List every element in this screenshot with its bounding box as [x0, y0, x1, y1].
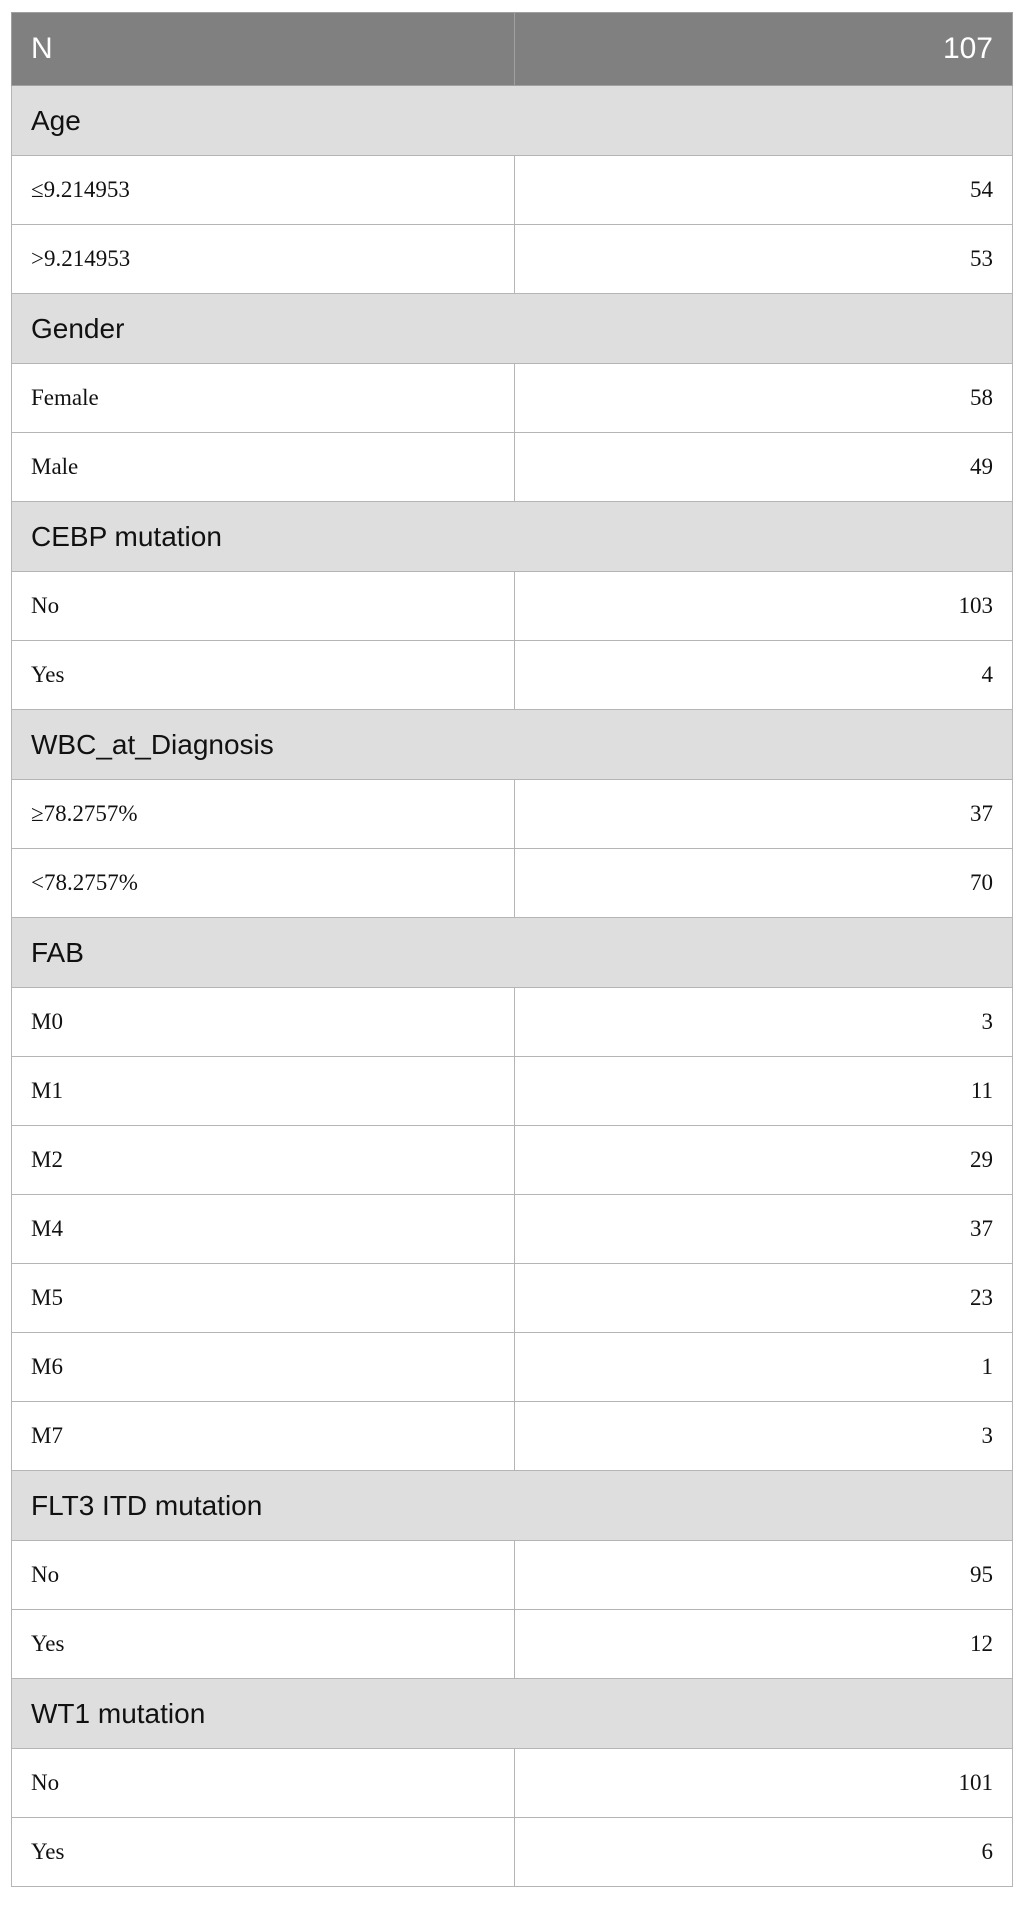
row-value: 95 — [514, 1540, 1013, 1610]
table-row: No 103 — [11, 571, 1013, 641]
table-row: M7 3 — [11, 1401, 1013, 1471]
row-value: 70 — [514, 848, 1013, 918]
row-value: 53 — [514, 224, 1013, 294]
group-row: Gender — [11, 293, 1013, 364]
row-label: No — [11, 1540, 515, 1610]
row-value: 101 — [514, 1748, 1013, 1818]
table-row: No 95 — [11, 1540, 1013, 1610]
table-row: <78.2757% 70 — [11, 848, 1013, 918]
group-title: WT1 mutation — [11, 1678, 1013, 1749]
group-row: FLT3 ITD mutation — [11, 1470, 1013, 1541]
row-label: M4 — [11, 1194, 515, 1264]
row-value: 58 — [514, 363, 1013, 433]
summary-table: N 107 Age ≤9.214953 54 >9.214953 53 Gender Fem… — [11, 12, 1013, 1887]
row-label: Yes — [11, 640, 515, 710]
row-label: No — [11, 1748, 515, 1818]
table-row: Female 58 — [11, 363, 1013, 433]
row-label: No — [11, 571, 515, 641]
row-value: 3 — [514, 1401, 1013, 1471]
header-row: N 107 — [11, 12, 1013, 86]
group-title: Gender — [11, 293, 1013, 364]
group-title: CEBP mutation — [11, 501, 1013, 572]
table-row: M1 11 — [11, 1056, 1013, 1126]
table-row: M2 29 — [11, 1125, 1013, 1195]
group-row: Age — [11, 85, 1013, 156]
table-row: ≤9.214953 54 — [11, 155, 1013, 225]
row-label: M2 — [11, 1125, 515, 1195]
group-row: WT1 mutation — [11, 1678, 1013, 1749]
row-value: 37 — [514, 779, 1013, 849]
row-value: 37 — [514, 1194, 1013, 1264]
row-value: 11 — [514, 1056, 1013, 1126]
row-value: 12 — [514, 1609, 1013, 1679]
row-label: Yes — [11, 1609, 515, 1679]
table-row: M4 37 — [11, 1194, 1013, 1264]
group-row: FAB — [11, 917, 1013, 988]
row-value: 54 — [514, 155, 1013, 225]
row-label: Yes — [11, 1817, 515, 1887]
table-row: M6 1 — [11, 1332, 1013, 1402]
row-value: 1 — [514, 1332, 1013, 1402]
row-value: 6 — [514, 1817, 1013, 1887]
row-value: 49 — [514, 432, 1013, 502]
row-value: 23 — [514, 1263, 1013, 1333]
table-row: >9.214953 53 — [11, 224, 1013, 294]
row-label: M0 — [11, 987, 515, 1057]
row-label: ≤9.214953 — [11, 155, 515, 225]
table-row: Yes 4 — [11, 640, 1013, 710]
table-row: Yes 6 — [11, 1817, 1013, 1887]
group-row: WBC_at_Diagnosis — [11, 709, 1013, 780]
row-label: Female — [11, 363, 515, 433]
header-value: 107 — [514, 12, 1013, 86]
row-label: ≥78.2757% — [11, 779, 515, 849]
table-row: Yes 12 — [11, 1609, 1013, 1679]
row-label: M1 — [11, 1056, 515, 1126]
row-value: 4 — [514, 640, 1013, 710]
group-title: FLT3 ITD mutation — [11, 1470, 1013, 1541]
table-row: M0 3 — [11, 987, 1013, 1057]
group-title: FAB — [11, 917, 1013, 988]
row-value: 3 — [514, 987, 1013, 1057]
row-value: 103 — [514, 571, 1013, 641]
table-row: ≥78.2757% 37 — [11, 779, 1013, 849]
group-title: WBC_at_Diagnosis — [11, 709, 1013, 780]
group-title: Age — [11, 85, 1013, 156]
row-label: Male — [11, 432, 515, 502]
row-label: <78.2757% — [11, 848, 515, 918]
group-row: CEBP mutation — [11, 501, 1013, 572]
table-row: M5 23 — [11, 1263, 1013, 1333]
header-label: N — [11, 12, 515, 86]
row-value: 29 — [514, 1125, 1013, 1195]
table-row: Male 49 — [11, 432, 1013, 502]
row-label: M7 — [11, 1401, 515, 1471]
table-row: No 101 — [11, 1748, 1013, 1818]
row-label: M6 — [11, 1332, 515, 1402]
row-label: >9.214953 — [11, 224, 515, 294]
row-label: M5 — [11, 1263, 515, 1333]
